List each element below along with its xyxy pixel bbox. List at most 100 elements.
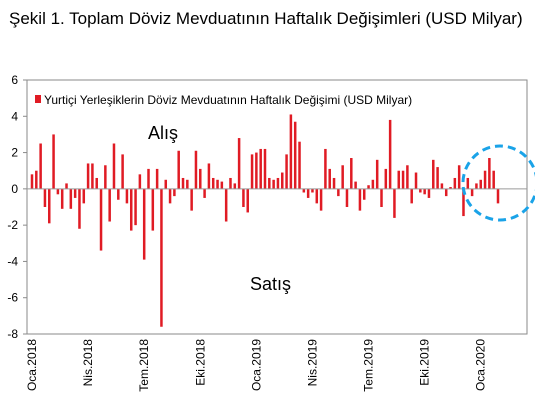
bar <box>488 158 491 189</box>
bar <box>302 188 306 193</box>
bar <box>263 148 267 189</box>
bar <box>384 168 388 189</box>
bar <box>56 188 60 195</box>
bar <box>48 188 51 224</box>
bar <box>82 188 86 204</box>
bar <box>73 188 77 198</box>
bar <box>65 183 68 189</box>
bar <box>272 179 275 189</box>
bar <box>237 138 241 189</box>
bar <box>436 167 439 189</box>
bar <box>30 174 34 189</box>
bar <box>324 148 327 189</box>
bar <box>345 188 349 207</box>
bar <box>186 179 189 189</box>
bar <box>86 163 90 189</box>
y-tick-label: 6 <box>11 73 18 87</box>
bar <box>341 165 344 189</box>
bar <box>99 188 103 251</box>
y-tick-label: 0 <box>11 182 18 196</box>
bar <box>371 179 375 189</box>
bar <box>449 187 452 189</box>
bar <box>117 188 120 200</box>
bar <box>220 181 224 189</box>
bar <box>462 188 465 217</box>
bar <box>52 134 55 189</box>
bar <box>35 170 38 189</box>
bar <box>453 177 457 189</box>
y-axis: 6 4 2 0 -2 -4 -6 -8 <box>7 73 27 341</box>
bar <box>173 188 176 197</box>
y-tick-label: -2 <box>7 218 18 232</box>
bar <box>354 181 357 189</box>
bar <box>432 159 435 189</box>
annotation-buy: Alış <box>148 123 178 143</box>
x-tick-label: Eki.2019 <box>418 339 432 386</box>
x-tick-label: Tem.2019 <box>362 339 376 392</box>
bar <box>199 168 202 189</box>
bar <box>444 188 448 197</box>
bar <box>168 188 172 204</box>
bar <box>112 143 116 189</box>
x-tick-label: Oca.2019 <box>249 339 263 391</box>
bar <box>194 150 198 189</box>
bar <box>268 177 271 189</box>
bar <box>229 177 232 189</box>
bar <box>164 179 168 189</box>
bar <box>401 170 405 189</box>
bar <box>151 188 155 231</box>
bar <box>160 188 163 327</box>
y-tick-label: 2 <box>11 146 18 160</box>
bar <box>177 150 180 189</box>
bar-series <box>30 114 500 327</box>
x-axis: Oca.2018 Nis.2018 Tem.2018 Eki.2018 Oca.2019… <box>25 339 488 392</box>
bar <box>332 177 336 189</box>
bar <box>78 188 81 229</box>
bar <box>466 177 470 189</box>
bar <box>289 114 293 189</box>
x-tick-label: Eki.2018 <box>193 339 207 386</box>
bar <box>315 188 319 204</box>
bar <box>427 188 431 198</box>
bar <box>147 168 150 189</box>
bar <box>125 188 129 204</box>
x-tick-label: Oca.2020 <box>474 339 488 391</box>
bar <box>380 188 383 207</box>
bar <box>134 188 137 226</box>
bar <box>375 159 379 189</box>
bar <box>367 185 370 189</box>
bar <box>250 154 254 189</box>
bar <box>138 174 142 189</box>
legend-label: Yurtiçi Yerleşiklerin Döviz Mevduatının … <box>44 93 412 107</box>
bar <box>207 163 211 189</box>
legend-swatch <box>35 95 41 103</box>
bar <box>129 188 133 231</box>
highlight-circle <box>461 144 535 222</box>
bar <box>306 188 310 198</box>
bar <box>69 188 73 209</box>
bar <box>350 158 353 189</box>
bar <box>293 121 297 189</box>
bar <box>95 177 98 189</box>
bar <box>39 143 42 189</box>
bar <box>362 188 366 200</box>
bar <box>457 165 461 189</box>
y-tick-label: -8 <box>7 327 18 341</box>
bar <box>285 154 288 189</box>
bar <box>496 188 500 204</box>
legend: Yurtiçi Yerleşiklerin Döviz Mevduatının … <box>35 93 412 107</box>
bar <box>393 188 396 218</box>
x-tick-label: Tem.2018 <box>137 339 151 392</box>
bar <box>60 188 64 209</box>
bar <box>233 183 237 189</box>
bar <box>319 188 323 211</box>
bar <box>479 179 482 189</box>
y-tick-label: 4 <box>11 109 18 123</box>
bar <box>410 188 413 204</box>
bar <box>423 188 426 195</box>
annotation-sell: Satış <box>250 274 291 294</box>
bar <box>108 188 111 222</box>
x-tick-label: Nis.2019 <box>306 339 320 387</box>
x-tick-label: Oca.2018 <box>25 339 39 391</box>
